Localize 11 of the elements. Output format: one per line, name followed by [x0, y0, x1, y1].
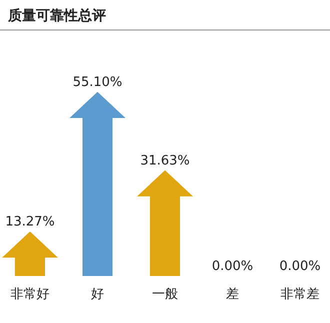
data-label: 55.10% [72, 75, 122, 90]
x-tick-label: 好 [91, 287, 104, 302]
x-tick-label: 非常差 [280, 287, 320, 302]
chart-title: 质量可靠性总评 [7, 7, 106, 24]
x-tick-label: 一般 [152, 287, 178, 302]
data-label: 31.63% [140, 153, 190, 168]
x-tick-label: 非常好 [10, 287, 50, 302]
data-label: 0.00% [212, 259, 254, 274]
data-label: 0.00% [279, 259, 321, 274]
x-tick-label: 差 [226, 287, 239, 302]
data-label: 13.27% [5, 214, 55, 230]
